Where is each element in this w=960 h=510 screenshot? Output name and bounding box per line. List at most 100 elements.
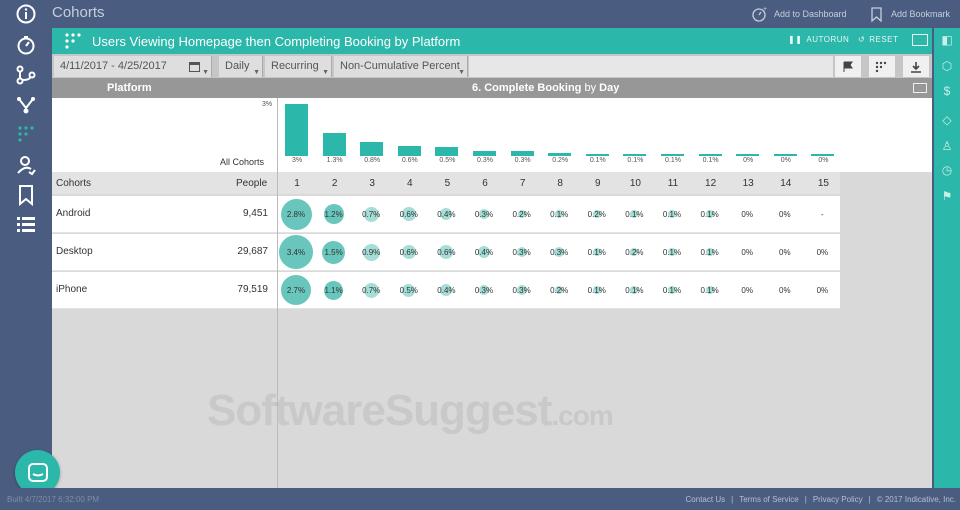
privacy-link[interactable]: Privacy Policy	[812, 495, 863, 504]
cohort-row[interactable]: Desktop 29,687 3.4% 1.5% 0.9% 0.6% 0.6% 0.4% 0.3…	[52, 234, 840, 271]
cohort-cell[interactable]: 0.4%	[428, 272, 464, 308]
cohort-cell[interactable]: 2.8%	[278, 196, 314, 232]
cohort-cell[interactable]: 0.3%	[504, 272, 540, 308]
flag-icon[interactable]	[835, 56, 861, 77]
cohort-cell[interactable]: 0.1%	[541, 196, 577, 232]
cohort-cell[interactable]: 1.1%	[316, 272, 352, 308]
cohort-bubble	[555, 286, 564, 294]
cohort-cell[interactable]: 0%	[767, 196, 803, 232]
flag-rail-icon[interactable]: ⚑	[941, 189, 953, 203]
all-cohorts-bar	[548, 153, 572, 156]
cohort-cell[interactable]: 0.1%	[692, 272, 728, 308]
cohort-cell[interactable]: 0.6%	[391, 234, 427, 270]
hexagon-icon[interactable]: ⬡	[941, 59, 953, 73]
cohort-row[interactable]: iPhone 79,519 2.7% 1.1% 0.7% 0.5% 0.4% 0.3% 0.3%…	[52, 272, 840, 309]
cohort-cell-value: 0%	[741, 285, 753, 295]
filter-bar: 4/11/2017 - 4/25/2017 ▼ Daily ▼ Recurrin…	[52, 54, 932, 78]
all-cohorts-chart: 3% All Cohorts 3% 1.3% 0.8% 0.6% 0.5% 0.3% 0.3…	[52, 98, 932, 172]
autorun-toggle[interactable]: ❚❚ AUTORUN	[788, 35, 849, 44]
cohort-cell[interactable]: 2.7%	[278, 272, 314, 308]
people-count: 29,687	[237, 246, 268, 257]
cohort-cell-value: 1.5%	[324, 247, 343, 257]
people-count: 9,451	[242, 208, 268, 219]
cohort-cell[interactable]: 0.1%	[654, 272, 690, 308]
flow-icon[interactable]	[14, 93, 38, 117]
cohort-cell[interactable]: 1.5%	[316, 234, 352, 270]
cohort-cell[interactable]: 0.3%	[504, 234, 540, 270]
reset-button[interactable]: ↺ RESET	[858, 35, 898, 44]
cohort-cell[interactable]: 0.9%	[353, 234, 389, 270]
cohort-cell[interactable]: 0.1%	[616, 196, 652, 232]
cohort-cell[interactable]: 3.4%	[278, 234, 314, 270]
add-bookmark-button[interactable]: Add Bookmark	[869, 6, 950, 22]
cohort-cell-value: 1.1%	[324, 285, 343, 295]
info-icon[interactable]	[14, 2, 38, 26]
date-range-picker[interactable]: 4/11/2017 - 4/25/2017 ▼	[54, 56, 212, 77]
cohort-cell[interactable]: -	[804, 196, 840, 232]
cohort-cell[interactable]: 0.2%	[579, 196, 615, 232]
cohort-cell[interactable]: 0.1%	[654, 196, 690, 232]
dollar-icon[interactable]: $	[943, 84, 951, 98]
chart-type-icon[interactable]	[869, 56, 895, 77]
watermark-main: SoftwareSuggest	[207, 386, 552, 435]
cohort-cell[interactable]: 0%	[729, 196, 765, 232]
download-icon[interactable]	[903, 56, 929, 77]
cohort-row[interactable]: Android 9,451 2.8% 1.2% 0.7% 0.6% 0.4% 0.3% 0.2%…	[52, 196, 840, 233]
cohort-bubble	[516, 247, 527, 257]
cohort-cell[interactable]: 0.7%	[353, 272, 389, 308]
cohort-cell[interactable]: 0.1%	[654, 234, 690, 270]
cohort-bubble	[705, 248, 714, 256]
cohort-cell-value: 0.9%	[362, 247, 381, 257]
cohort-cell[interactable]: 0.1%	[616, 272, 652, 308]
cohort-cell[interactable]: 0.5%	[391, 272, 427, 308]
cohort-cell[interactable]: 0%	[729, 234, 765, 270]
cohort-cell[interactable]: 0.2%	[541, 272, 577, 308]
cohort-cell[interactable]: 0%	[804, 234, 840, 270]
collapse-icon[interactable]	[913, 83, 927, 93]
panel-toggle-icon[interactable]: ◧	[941, 33, 953, 47]
cohort-icon[interactable]	[14, 123, 38, 147]
timer-icon[interactable]	[14, 33, 38, 57]
add-to-dashboard-button[interactable]: + Add to Dashboard	[752, 6, 847, 22]
interval-select[interactable]: Daily ▼	[219, 56, 263, 77]
step-header-by: by	[584, 82, 597, 94]
cohort-cell[interactable]: 0.2%	[504, 196, 540, 232]
clock-icon[interactable]: ◷	[941, 163, 953, 177]
all-cohorts-bar	[661, 154, 684, 156]
cohort-cell[interactable]: 0.2%	[616, 234, 652, 270]
platform-name: iPhone	[56, 284, 88, 295]
cohort-bubble	[592, 248, 601, 256]
cohort-type-select[interactable]: Recurring ▼	[265, 56, 332, 77]
chat-button[interactable]	[15, 450, 60, 495]
cohort-cell[interactable]: 0.1%	[579, 234, 615, 270]
cohort-cell[interactable]: 0.4%	[428, 196, 464, 232]
cohort-cell[interactable]: 0.6%	[428, 234, 464, 270]
funnel-icon[interactable]	[14, 63, 38, 87]
cohort-cell[interactable]: 1.2%	[316, 196, 352, 232]
tos-link[interactable]: Terms of Service	[739, 495, 799, 504]
cohort-cell[interactable]: 0%	[804, 272, 840, 308]
contact-link[interactable]: Contact Us	[685, 495, 726, 504]
tag-icon[interactable]: ◇	[942, 113, 952, 127]
user-sync-icon[interactable]	[14, 153, 38, 177]
cohort-cell[interactable]: 0.1%	[692, 196, 728, 232]
cohort-cell[interactable]: 0%	[767, 234, 803, 270]
list-icon[interactable]	[14, 212, 38, 236]
cohort-cell[interactable]: 0.3%	[541, 234, 577, 270]
cohort-cell[interactable]: 0.7%	[353, 196, 389, 232]
cohort-cell[interactable]: 0.1%	[579, 272, 615, 308]
user-icon[interactable]: ♙	[941, 139, 953, 153]
cohort-cell[interactable]: 0%	[767, 272, 803, 308]
cohort-cell-value: 0.1%	[587, 285, 606, 295]
cohort-cell[interactable]: 0.1%	[692, 234, 728, 270]
bookmark-icon[interactable]	[14, 183, 38, 207]
cohort-cell[interactable]: 0.4%	[466, 234, 502, 270]
watermark: SoftwareSuggest.com	[207, 386, 614, 436]
cohort-cell[interactable]: 0%	[729, 272, 765, 308]
cohort-cell[interactable]: 0.6%	[391, 196, 427, 232]
minimize-icon[interactable]	[912, 34, 928, 46]
all-cohorts-bar-label: 0.1%	[627, 157, 644, 164]
cohort-cell[interactable]: 0.3%	[466, 196, 502, 232]
metric-select[interactable]: Non-Cumulative Percent ▼	[334, 56, 468, 77]
cohort-cell[interactable]: 0.3%	[466, 272, 502, 308]
